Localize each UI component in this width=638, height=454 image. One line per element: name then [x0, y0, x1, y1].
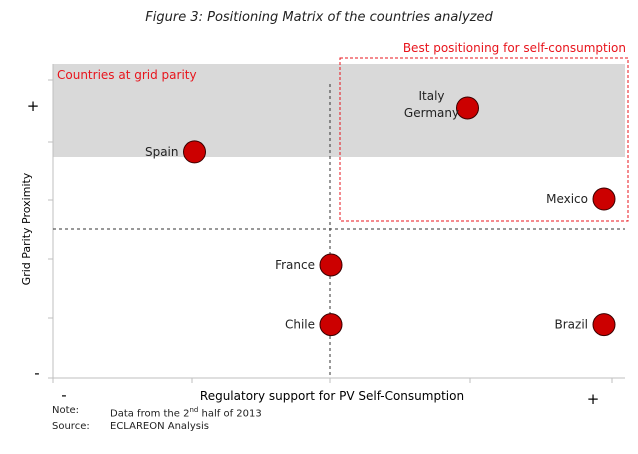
note-text-pre: Data from the 2	[110, 408, 190, 420]
source-text: ECLAREON Analysis	[110, 421, 209, 433]
data-label-italy: Italy	[418, 89, 444, 103]
grid-parity-band	[53, 64, 625, 157]
data-label-spain: Spain	[145, 145, 179, 159]
region-label-grid-parity: Countries at grid parity	[57, 68, 197, 82]
x-axis-min-marker: -	[61, 386, 66, 404]
note-text: Data from the 2nd half of 2013	[110, 404, 262, 420]
data-point-mexico	[592, 187, 616, 211]
source-row: Source: ECLAREON Analysis	[52, 420, 262, 433]
data-point-italy	[456, 96, 479, 120]
region-label-best-positioning: Best positioning for self-consumption	[403, 41, 626, 55]
data-point-brazil	[592, 313, 616, 337]
data-label-chile: Chile	[285, 318, 315, 332]
note-block: Note: Data from the 2nd half of 2013 Sou…	[52, 404, 262, 433]
note-key: Note:	[52, 405, 80, 416]
note-row: Note: Data from the 2nd half of 2013	[52, 404, 262, 420]
data-label-germany: Germany	[404, 106, 459, 120]
note-superscript: nd	[189, 406, 199, 414]
data-label-france: France	[275, 258, 315, 272]
data-points-layer: Italy Germany Spain Mexico France Chile Brazil	[145, 89, 616, 337]
note-text-post: half of 2013	[198, 408, 262, 420]
data-point-spain	[183, 140, 206, 164]
y-axis-title: Grid Parity Proximity	[20, 172, 33, 285]
data-point-france	[319, 253, 343, 277]
source-key: Source:	[52, 421, 90, 433]
x-axis-ticks	[52, 378, 613, 383]
y-axis-max-marker: +	[27, 97, 40, 115]
data-label-mexico: Mexico	[546, 192, 588, 206]
x-axis-max-marker: +	[587, 390, 600, 408]
best-positioning-box	[339, 57, 629, 222]
y-axis-ticks	[48, 79, 53, 379]
data-point-chile	[319, 313, 343, 337]
x-axis-title: Regulatory support for PV Self-Consumpti…	[200, 389, 464, 403]
y-axis-min-marker: -	[34, 364, 39, 382]
figure-title: Figure 3: Positioning Matrix of the coun…	[145, 10, 493, 25]
data-label-brazil: Brazil	[555, 318, 589, 332]
